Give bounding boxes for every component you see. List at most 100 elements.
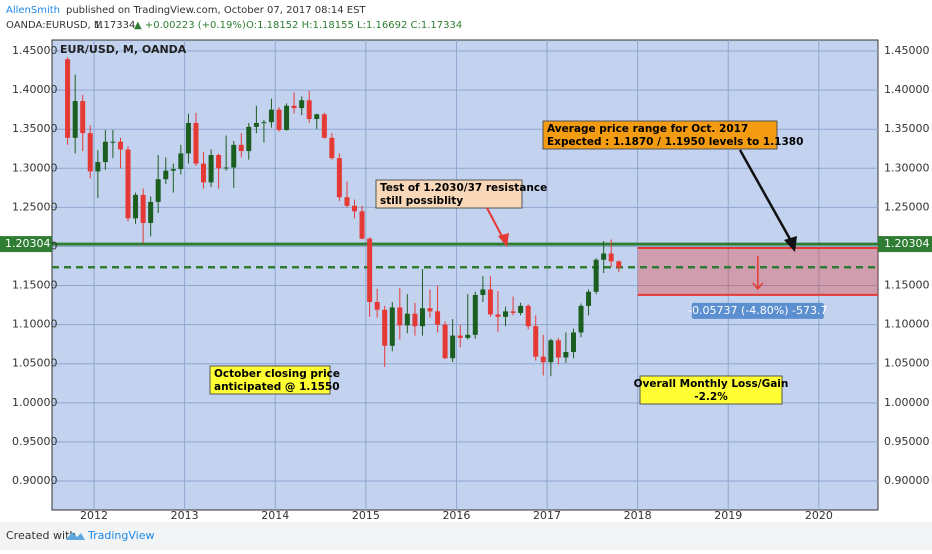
annotation: still possiblity [380, 195, 463, 207]
y-tick-label-right: 1.40000 [884, 83, 930, 96]
test-box [375, 179, 523, 209]
candle-body [102, 141, 108, 163]
annotation: Overall Monthly Loss/Gain [634, 378, 789, 390]
ohlc: O:1.18152 H:1.18155 L:1.16692 C:1.17334 [246, 20, 462, 31]
candle-body [148, 201, 154, 224]
annotation: anticipated @ 1.1550 [214, 381, 340, 393]
x-tick-label: 2013 [171, 509, 199, 522]
range-measure-head [752, 282, 764, 291]
candle-body [253, 122, 259, 127]
candle-body [472, 294, 478, 335]
y-tick-label: 1.45000 [12, 44, 58, 57]
candle-body [276, 109, 282, 130]
y-tick-label-right: 1.30000 [884, 161, 930, 174]
candle-body [578, 305, 584, 333]
candle-body [367, 238, 373, 302]
annotation: Test of 1.2030/37 resistance [380, 182, 547, 194]
candle-body [95, 162, 101, 172]
candle-body [344, 197, 350, 206]
change: ▲ +0.00223 (+0.19%) [134, 20, 246, 31]
x-tick-label: 2017 [533, 509, 561, 522]
candle-body [185, 122, 191, 154]
y-tick-label: 1.30000 [12, 161, 58, 174]
y-tick-label: 1.35000 [12, 122, 58, 135]
y-tick-label-right: 1.05000 [884, 357, 930, 370]
candle-body [133, 194, 139, 219]
candle-body [533, 326, 539, 357]
y-tick-label: 1.10000 [12, 318, 58, 331]
candle-body [465, 334, 471, 338]
candle-body [510, 311, 516, 313]
candle-body [450, 335, 456, 359]
candle-body [503, 311, 509, 317]
y-tick-label: 1.15000 [12, 279, 58, 292]
footer-brand: TradingView [87, 529, 154, 542]
y-tick-label-right: 1.10000 [884, 318, 930, 331]
symbol: OANDA:EURUSD, M [6, 20, 103, 31]
candle-body [163, 170, 169, 180]
y-tick-label: 1.40000 [12, 83, 58, 96]
candle-body [555, 340, 561, 358]
candle-body [216, 154, 222, 169]
candle-body [208, 154, 214, 183]
price-tag: 1.20304 [5, 237, 51, 250]
candle-body [65, 59, 71, 138]
candle-body [593, 259, 599, 292]
candle-body [586, 291, 592, 306]
candle-body [404, 313, 410, 326]
candle-body [125, 149, 131, 219]
candle-body [518, 305, 524, 313]
candle-body [268, 109, 274, 123]
candle-body [563, 352, 569, 358]
plot-area [51, 39, 879, 511]
footer-bar [0, 522, 932, 550]
candle-body [352, 205, 358, 212]
x-tick-label: 2014 [261, 509, 289, 522]
x-tick-label: 2012 [80, 509, 108, 522]
candle-body [616, 261, 622, 268]
range-label: -0.05737 (-4.80%) -573.7 [688, 304, 827, 317]
y-tick-label-right: 1.00000 [884, 396, 930, 409]
chart-title: EUR/USD, M, OANDA [60, 43, 187, 56]
x-tick-label: 2015 [352, 509, 380, 522]
candle-body [223, 167, 229, 169]
candle-body [601, 253, 607, 260]
candle-body [231, 144, 237, 168]
candle-body [321, 114, 327, 138]
price-tag-bg [878, 236, 932, 253]
logo [66, 532, 85, 540]
y-tick-label-right: 1.35000 [884, 122, 930, 135]
footer-created: Created with [6, 529, 76, 542]
candle-body [284, 105, 290, 130]
candle-body [238, 144, 244, 152]
annotation: Expected : 1.1870 / 1.1950 levels to 1.1… [547, 136, 803, 148]
average-box [542, 120, 778, 150]
candle-body [110, 141, 116, 143]
candle-body [359, 211, 365, 239]
candle-body [419, 308, 425, 327]
candle-body [200, 163, 206, 183]
candle-body [246, 126, 252, 152]
candle-body [389, 307, 395, 346]
y-tick-label-right: 1.15000 [884, 279, 930, 292]
candle-body [117, 141, 123, 150]
price-tag-bg [0, 236, 52, 253]
october-box [209, 365, 331, 395]
candle-body [397, 307, 403, 326]
arrow-head [498, 233, 509, 247]
candle-body [306, 100, 312, 120]
candle-body [412, 313, 418, 327]
y-tick-label: 1.00000 [12, 396, 58, 409]
candle-body [480, 289, 486, 295]
candle-body [570, 332, 576, 353]
overall-box [639, 375, 783, 405]
candle-body [495, 314, 501, 317]
x-tick-label: 2016 [442, 509, 470, 522]
annotation: -2.2% [694, 391, 728, 403]
candle-body [382, 309, 388, 346]
candle-body [178, 153, 184, 170]
candle-body [72, 101, 78, 138]
candle-body [80, 101, 86, 134]
y-tick-label-right: 0.95000 [884, 435, 930, 448]
